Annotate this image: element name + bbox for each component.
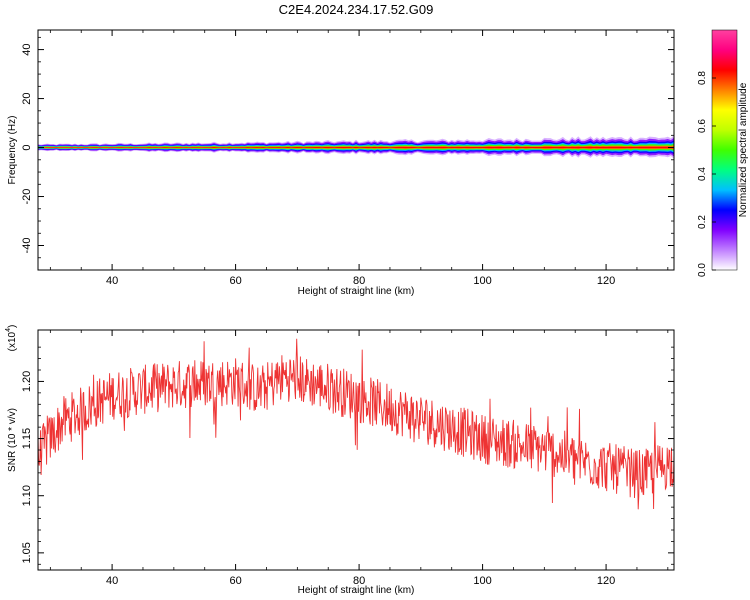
- y-tick-label: 1.10: [21, 485, 33, 506]
- snr-multiplier: (x104): [5, 325, 18, 352]
- colorbar-tick-label: 0.6: [697, 119, 708, 133]
- colorbar-tick-label: 0.2: [697, 215, 708, 229]
- x-tick-label: 80: [353, 575, 365, 587]
- colorbar-tick-label: 0.8: [697, 71, 708, 85]
- colorbar-tick-label: 0.4: [697, 167, 708, 181]
- spectrogram-y-ticks: 40 20 0 -20 -40: [21, 36, 674, 271]
- snr-y-ticks: 1.05 1.10 1.15 1.20: [21, 346, 674, 565]
- snr-line: [38, 338, 674, 510]
- y-tick-label: -20: [21, 189, 33, 205]
- colorbar-ticks: 0.0 0.2 0.4 0.6 0.8: [697, 71, 716, 277]
- colorbar-tick-label: 0.0: [697, 263, 708, 277]
- y-tick-label: 1.05: [21, 542, 33, 563]
- colorbar-fill: [712, 30, 737, 270]
- snr-x-axis-label: Height of straight line (km): [298, 585, 415, 596]
- snr-multiplier-exponent: 4: [5, 328, 12, 332]
- snr-panel: 40 60 80 100 120 1.05 1.10 1.15 1.20 Height of …: [5, 325, 675, 596]
- x-tick-label: 60: [229, 575, 241, 587]
- y-tick-label: 1.20: [21, 371, 33, 392]
- x-tick-label: 120: [597, 275, 615, 287]
- colorbar-frame: [711, 29, 738, 271]
- y-tick-label: 0: [21, 144, 33, 150]
- y-tick-label: -40: [21, 238, 33, 254]
- y-tick-label: 20: [21, 92, 33, 104]
- x-tick-label: 100: [473, 575, 491, 587]
- colorbar-gradient: [712, 30, 737, 270]
- spectrogram-x-ticks: 40 60 80 100 120: [49, 30, 669, 287]
- snr-multiplier-close: ): [7, 325, 18, 328]
- spectrogram-heatmap: [38, 135, 674, 159]
- x-tick-label: 120: [597, 575, 615, 587]
- colorbar: 0.0 0.2 0.4 0.6 0.8 Normalized spectral ampl…: [697, 29, 749, 277]
- spectrogram-frame: [37, 29, 675, 271]
- snr-x-ticks: 40 60 80 100 120: [49, 330, 669, 587]
- snr-series-line: [38, 338, 674, 510]
- svg-text:(x104): (x104): [5, 325, 18, 352]
- figure-title: C2E4.2024.234.17.52.G09: [279, 2, 434, 17]
- spectrogram-y-axis-label: Frequency (Hz): [7, 116, 18, 185]
- snr-y-axis-label: SNR (10 * v/v): [7, 408, 18, 472]
- spectrogram-panel: 40 60 80 100 120 40 20 0 -20 -40 Height of strai…: [7, 29, 675, 297]
- spectral-band-peak: [38, 146, 674, 149]
- x-tick-label: 100: [473, 275, 491, 287]
- spectrogram-x-axis-label: Height of straight line (km): [298, 286, 415, 297]
- x-tick-label: 40: [106, 575, 118, 587]
- colorbar-label: Normalized spectral amplitude: [738, 82, 749, 217]
- snr-multiplier-base: (x10: [7, 331, 18, 351]
- y-tick-label: 1.15: [21, 428, 33, 449]
- x-tick-label: 60: [229, 275, 241, 287]
- x-tick-label: 40: [106, 275, 118, 287]
- y-tick-label: 40: [21, 43, 33, 55]
- x-tick-label: 80: [353, 275, 365, 287]
